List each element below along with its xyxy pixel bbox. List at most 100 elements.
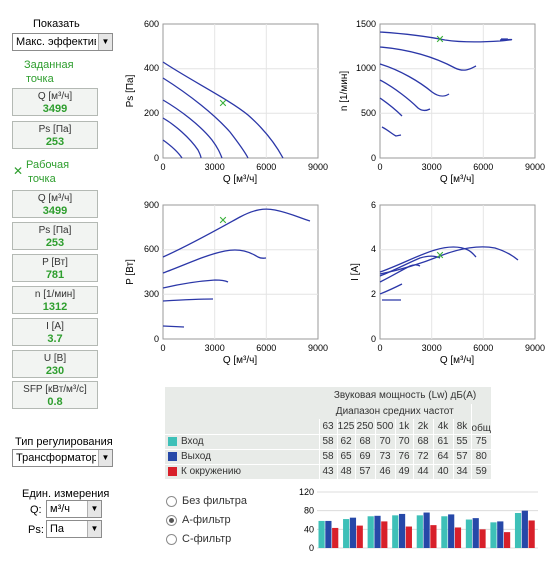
- units-q-select[interactable]: м³/ч ▼: [46, 500, 102, 518]
- ps-ytick: 400: [144, 63, 159, 73]
- work-i-value: 3.7: [47, 333, 63, 345]
- svg-text:✕: ✕: [435, 250, 444, 262]
- p-xtick: 0: [160, 343, 165, 353]
- svg-text:✕: ✕: [435, 34, 444, 46]
- ps-ytick: 0: [154, 153, 159, 163]
- n-xtick: 9000: [525, 162, 545, 172]
- chevron-down-icon[interactable]: ▼: [98, 450, 112, 466]
- bar-63-2: [332, 527, 339, 548]
- cell: 49: [394, 463, 413, 479]
- work-p-box: P [Вт] 781: [12, 254, 98, 282]
- n-ytick: 0: [371, 153, 376, 163]
- p-ytick: 300: [144, 289, 159, 299]
- sound-title: Звуковая мощность (Lw) дБ(А): [333, 390, 477, 401]
- work-i-box: I [A] 3.7: [12, 318, 98, 346]
- work-point-title-line2: точка: [28, 173, 56, 185]
- p-ytick: 900: [144, 200, 159, 210]
- filter-option-a[interactable]: А-фильтр: [166, 514, 231, 526]
- units-ps-select[interactable]: Па ▼: [46, 520, 102, 538]
- performance-charts: ✕ 0 200 400 600 0 3000 6000 9000 Q [м³/ч…: [125, 19, 545, 366]
- radio-icon[interactable]: [166, 533, 177, 545]
- i-ytick: 0: [371, 334, 376, 344]
- bar-8k-1: [497, 521, 504, 548]
- work-ps-box: Ps [Па] 253: [12, 222, 98, 250]
- cell: 58: [318, 448, 337, 464]
- display-label: Показать: [33, 18, 80, 30]
- regulation-label: Тип регулирования: [15, 436, 113, 448]
- cell: 40: [432, 463, 453, 479]
- chevron-down-icon[interactable]: ▼: [87, 501, 101, 517]
- cell: 64: [432, 448, 453, 464]
- band-header: 4k: [432, 419, 453, 434]
- filter-option-c[interactable]: С-фильтр: [166, 533, 231, 545]
- work-point-title: Рабочая точка: [26, 158, 112, 186]
- cell: 57: [354, 463, 375, 479]
- filter-label: С-фильтр: [182, 533, 232, 545]
- radio-selected-icon[interactable]: [166, 514, 177, 526]
- set-point-ps-box: Ps [Па] 253: [12, 121, 98, 149]
- row-name: К окружению: [181, 466, 241, 478]
- chevron-down-icon[interactable]: ▼: [98, 34, 112, 50]
- i-ytick: 6: [371, 200, 376, 210]
- units-ps-label: Ps:: [28, 524, 44, 536]
- cell-total: 75: [470, 433, 492, 449]
- row-name: Выход: [181, 451, 211, 462]
- band-header: 250: [354, 419, 375, 434]
- cell: 44: [412, 463, 433, 479]
- cell: 68: [354, 433, 375, 449]
- color-swatch: [168, 436, 177, 446]
- bar-500-0: [392, 515, 399, 548]
- work-u-value: 230: [45, 365, 65, 377]
- display-mode-select[interactable]: Макс. эффективн ▼: [12, 33, 113, 51]
- color-swatch: [168, 451, 177, 461]
- bar-общ-1: [521, 510, 528, 548]
- cell: 62: [336, 433, 355, 449]
- bar-500-2: [405, 526, 412, 548]
- i-xlabel: Q [м³/ч]: [440, 355, 475, 366]
- regulation-select[interactable]: Трансформатор ▼: [12, 449, 113, 467]
- set-point-title-line1: Заданная: [24, 59, 74, 71]
- ps-xtick: 9000: [308, 162, 328, 172]
- filter-option-none[interactable]: Без фильтра: [166, 495, 247, 507]
- cell: 70: [394, 433, 413, 449]
- sound-power-table: Звуковая мощность (Lw) дБ(А) Диапазон ср…: [165, 387, 492, 479]
- svg-text:✕: ✕: [218, 98, 227, 110]
- total-header: общ: [470, 404, 492, 434]
- i-xtick: 9000: [525, 343, 545, 353]
- i-xtick: 6000: [473, 343, 493, 353]
- work-q-key: Q [м³/ч]: [37, 193, 73, 204]
- green-x-icon: ✕: [13, 164, 24, 178]
- filter-label: А-фильтр: [182, 514, 231, 526]
- i-xtick: 3000: [422, 343, 442, 353]
- cell: 61: [432, 433, 453, 449]
- ps-xtick: 0: [160, 162, 165, 172]
- ps-xlabel: Q [м³/ч]: [223, 174, 258, 185]
- set-point-q-box: Q [м³/ч] 3499: [12, 88, 98, 116]
- cell: 72: [412, 448, 433, 464]
- cell: 34: [452, 463, 471, 479]
- bar-8k-2: [503, 532, 511, 548]
- work-u-box: U [В] 230: [12, 350, 98, 378]
- i-ytick: 2: [371, 289, 376, 299]
- bar-ytick: 120: [299, 487, 314, 497]
- bar-125-1: [349, 517, 357, 548]
- radio-icon[interactable]: [166, 495, 177, 507]
- band-header: 1k: [394, 419, 413, 434]
- i-chart: ✕ 0 2 4 6 0 3000 6000 9000 Q [м³/ч] I [A…: [350, 200, 545, 366]
- work-point-title-line1: Рабочая: [26, 159, 70, 171]
- bar-ytick: 40: [304, 524, 314, 534]
- bar-63-0: [318, 520, 325, 548]
- cell-total: 59: [470, 463, 492, 479]
- n-xlabel: Q [м³/ч]: [440, 174, 475, 185]
- band-header: 63: [318, 419, 337, 434]
- n-ytick: 500: [361, 108, 376, 118]
- table-row: Выход 58 65 69 73 76 72 64 57 80: [165, 448, 492, 464]
- bar-ytick: 80: [304, 506, 314, 516]
- cell: 70: [374, 433, 395, 449]
- bar-4k-1: [472, 518, 479, 548]
- p-xtick: 3000: [205, 343, 225, 353]
- table-row: Вход 58 62 68 70 70 68 61 55 75: [165, 433, 492, 449]
- bar-2k-1: [448, 514, 455, 548]
- chevron-down-icon[interactable]: ▼: [87, 521, 101, 537]
- cell: 68: [412, 433, 433, 449]
